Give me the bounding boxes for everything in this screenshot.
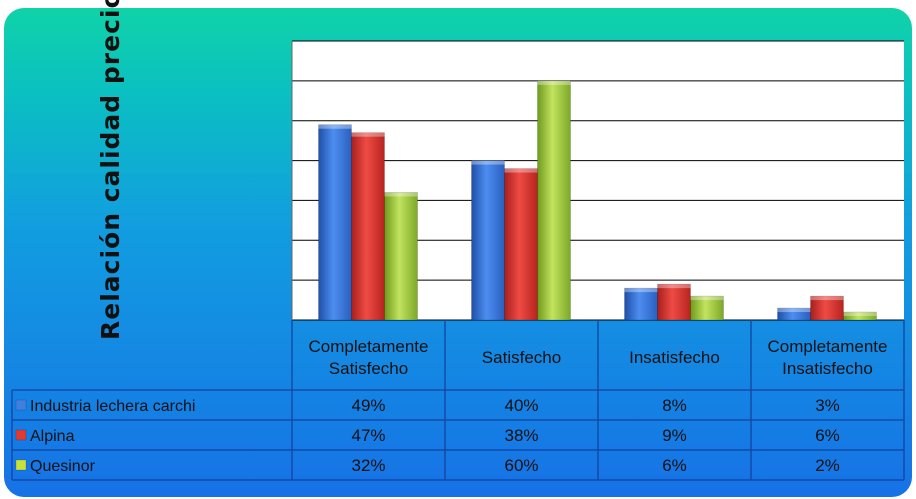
- x-tick-label: Insatisfecho: [782, 359, 873, 378]
- bar-highlight: [384, 192, 418, 197]
- legend-entry: Alpina: [30, 428, 75, 445]
- legend-swatch: [15, 459, 27, 471]
- bar-quesinor-2: [690, 295, 724, 321]
- bar-industria-lechera-carchi-2: [624, 287, 658, 321]
- data-label: 49%: [351, 396, 385, 415]
- x-tick-label: Completamente: [767, 337, 887, 356]
- x-tick-label: Satisfecho: [482, 348, 561, 367]
- bar-highlight: [810, 296, 844, 301]
- data-label: 60%: [504, 456, 538, 475]
- bar-highlight: [843, 312, 877, 317]
- bar-highlight: [351, 132, 385, 137]
- data-label: 6%: [662, 456, 687, 475]
- bar-highlight: [657, 284, 691, 289]
- data-label: 3%: [815, 396, 840, 415]
- data-label: 47%: [351, 426, 385, 445]
- bar-quesinor-1: [537, 80, 571, 321]
- data-label: 9%: [662, 426, 687, 445]
- bar-alpina-2: [657, 283, 691, 321]
- data-label: 2%: [815, 456, 840, 475]
- bar-highlight: [537, 80, 571, 85]
- x-tick-label: Satisfecho: [329, 359, 408, 378]
- data-label: 40%: [504, 396, 538, 415]
- data-label: 6%: [815, 426, 840, 445]
- legend-swatch: [15, 429, 27, 441]
- bar-alpina-1: [504, 168, 538, 321]
- x-tick-label: Completamente: [308, 337, 428, 356]
- bar-highlight: [690, 296, 724, 301]
- bar-industria-lechera-carchi-0: [318, 124, 352, 321]
- data-label: 38%: [504, 426, 538, 445]
- bar-highlight: [504, 168, 538, 173]
- bar-highlight: [471, 160, 505, 165]
- legend-entry: Industria lechera carchi: [30, 398, 195, 415]
- data-label: 32%: [351, 456, 385, 475]
- gridlines: [291, 40, 904, 321]
- bar-highlight: [777, 308, 811, 313]
- bar-quesinor-0: [384, 192, 418, 321]
- bar-industria-lechera-carchi-1: [471, 160, 505, 321]
- bar-alpina-3: [810, 295, 844, 321]
- bar-highlight: [624, 288, 658, 293]
- data-table: Completamente Satisfecho Satisfecho Insatis…: [11, 320, 905, 481]
- legend-entry: Quesinor: [30, 458, 96, 475]
- data-label: 8%: [662, 396, 687, 415]
- bar-highlight: [318, 124, 352, 129]
- bar-alpina-0: [351, 132, 385, 321]
- bars: [318, 80, 877, 321]
- legend-swatch: [15, 399, 27, 411]
- bar-quesinor-3: [843, 311, 877, 321]
- x-tick-label: Insatisfecho: [629, 348, 720, 367]
